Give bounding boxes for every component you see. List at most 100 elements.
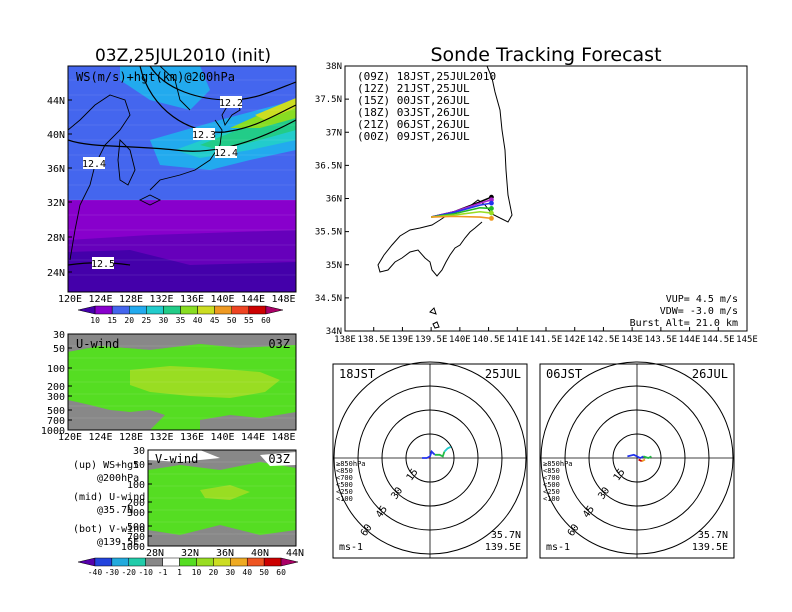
right-title: Sonde Tracking Forecast <box>430 44 661 66</box>
vdw-annotation: VDW= -3.0 m/s <box>660 306 738 317</box>
lon-tick-label: 145E <box>736 335 758 345</box>
lat-tick-label: 34N <box>326 327 342 337</box>
lon-tick-label: 139E <box>392 335 414 345</box>
track-legend: (09Z) 18JST,25JUL2010(12Z) 21JST,25JUL(1… <box>357 70 496 143</box>
v-wind-label: V-wind <box>155 452 198 466</box>
lat-tick-label: 28N <box>146 548 164 559</box>
pressure-tick-label: 50 <box>53 344 65 355</box>
lat-tick-label: 44N <box>47 96 65 107</box>
lon-tick-label: 140.5E <box>472 335 505 345</box>
panel-notes: (up) WS+hgt @200hPa (mid) U-wind @35.7N … <box>73 460 145 548</box>
lon-tick-label: 138.5E <box>357 335 390 345</box>
lat-tick-label: 32N <box>181 548 199 559</box>
hodograph-legend-entry: ≥850hPa <box>543 460 573 468</box>
pressure-tick-label: 300 <box>47 392 65 403</box>
lat-tick-label: 44N <box>286 548 304 559</box>
hodograph-lon: 139.5E <box>485 542 521 553</box>
lon-tick-label: 128E <box>119 432 143 443</box>
colorbar-label: -10 <box>138 568 153 577</box>
colorbar-label: 35 <box>176 316 186 325</box>
colorbar-label: 15 <box>107 316 117 325</box>
lon-tick-label: 142E <box>564 335 586 345</box>
colorbar-swatch <box>77 557 96 567</box>
pressure-tick-label: 100 <box>47 364 65 375</box>
colorbar-swatch <box>246 557 265 567</box>
lat-tick-label: 36N <box>216 548 234 559</box>
map-label: WS(m/s)+hgt(km)@200hPa <box>76 70 235 84</box>
lat-tick-label: 40N <box>47 130 65 141</box>
contour-label: 12.4 <box>214 148 238 159</box>
hodograph-legend-entry: <850 <box>336 467 353 475</box>
hodograph-legend-entry: <250 <box>543 488 560 496</box>
u-wind-time: 03Z <box>268 337 290 351</box>
track-end-point <box>489 200 494 206</box>
pressure-tick-label: 500 <box>47 406 65 417</box>
pressure-tick-label: 200 <box>47 382 65 393</box>
colorbar-label: 40 <box>193 316 203 325</box>
map-lon-ticks: 120E 124E 128E 132E 136E 140E 144E 148E <box>58 294 296 305</box>
colorbar-label: 20 <box>124 316 134 325</box>
colorbar-label: 60 <box>276 568 286 577</box>
colorbar-swatch <box>263 557 282 567</box>
colorbar-swatch <box>145 557 163 567</box>
colorbar-label: -40 <box>88 568 103 577</box>
colorbar-swatch <box>213 557 231 567</box>
burst-annotation: Burst Alt= 21.0 km <box>630 318 738 329</box>
pressure-tick-label: 700 <box>47 416 65 427</box>
lat-tick-label: 24N <box>47 268 65 279</box>
lat-tick-label: 37N <box>326 128 342 138</box>
u-wind-label: U-wind <box>76 337 119 351</box>
hodograph-legend-entry: <500 <box>543 481 560 489</box>
lon-tick-label: 136E <box>180 432 204 443</box>
lat-tick-label: 38N <box>326 62 342 72</box>
v-wind-time: 03Z <box>268 452 290 466</box>
track-line <box>431 215 492 220</box>
hodograph-legend-entry: <100 <box>336 495 353 503</box>
lon-tick-label: 148E <box>271 432 295 443</box>
v-lat-ticks: 28N 32N 36N 40N 44N <box>146 548 304 559</box>
pressure-tick-label: 700 <box>127 532 145 543</box>
lat-tick-label: 34.5N <box>315 294 342 304</box>
vup-annotation: VUP= 4.5 m/s <box>666 294 738 305</box>
track-legend-entry: (15Z) 00JST,26JUL <box>357 94 470 107</box>
lon-tick-label: 132E <box>149 432 173 443</box>
hodograph-lon: 139.5E <box>692 542 728 553</box>
colorbar-label: 30 <box>159 316 169 325</box>
lon-tick-label: 141E <box>506 335 528 345</box>
hodograph-unit: ms-1 <box>339 542 363 553</box>
note-up-sub: @200hPa <box>97 473 139 484</box>
lon-tick-label: 144E <box>679 335 701 345</box>
map-lat-ticks: 44N 40N 36N 32N 28N 24N <box>47 96 72 279</box>
lon-tick-label: 139.5E <box>415 335 448 345</box>
colorbar-swatch <box>197 305 215 315</box>
track-legend-entry: (09Z) 18JST,25JUL2010 <box>357 70 496 83</box>
lat-tick-label: 35.5N <box>315 228 342 238</box>
pressure-tick-label: 100 <box>127 480 145 491</box>
colorbar-label: 1 <box>177 568 182 577</box>
lon-tick-label: 148E <box>271 294 295 305</box>
note-up: (up) WS+hgt <box>73 460 139 471</box>
coastlines <box>68 66 241 261</box>
hodograph-date: 26JUL <box>692 367 728 381</box>
colorbar-swatch <box>111 557 130 567</box>
track-end-point <box>489 197 494 203</box>
hodograph-time: 06JST <box>546 367 582 381</box>
hodograph-legend-entry: <100 <box>543 495 560 503</box>
colorbar-swatch <box>280 557 299 567</box>
colorbar-swatch <box>94 305 113 315</box>
track-legend-entry: (21Z) 06JST,26JUL <box>357 118 470 131</box>
colorbar-swatch <box>179 557 197 567</box>
colorbar-swatch <box>128 557 146 567</box>
contour-label: 12.3 <box>192 130 216 141</box>
track-lat-ticks: 34N 34.5N 35N 35.5N 36N 36.5N 37N 37.5N 38N <box>315 62 349 337</box>
pressure-tick-label: 1000 <box>41 426 65 437</box>
track-lon-ticks: 138E 138.5E 139E 139.5E 140E 140.5E 141E 141.5E… <box>334 327 758 345</box>
colorbar-label: 40 <box>242 568 252 577</box>
lon-tick-label: 124E <box>88 294 112 305</box>
lon-tick-label: 144E <box>241 294 265 305</box>
hodograph-legend-entry: <850 <box>543 467 560 475</box>
colorbar-swatch <box>180 305 198 315</box>
